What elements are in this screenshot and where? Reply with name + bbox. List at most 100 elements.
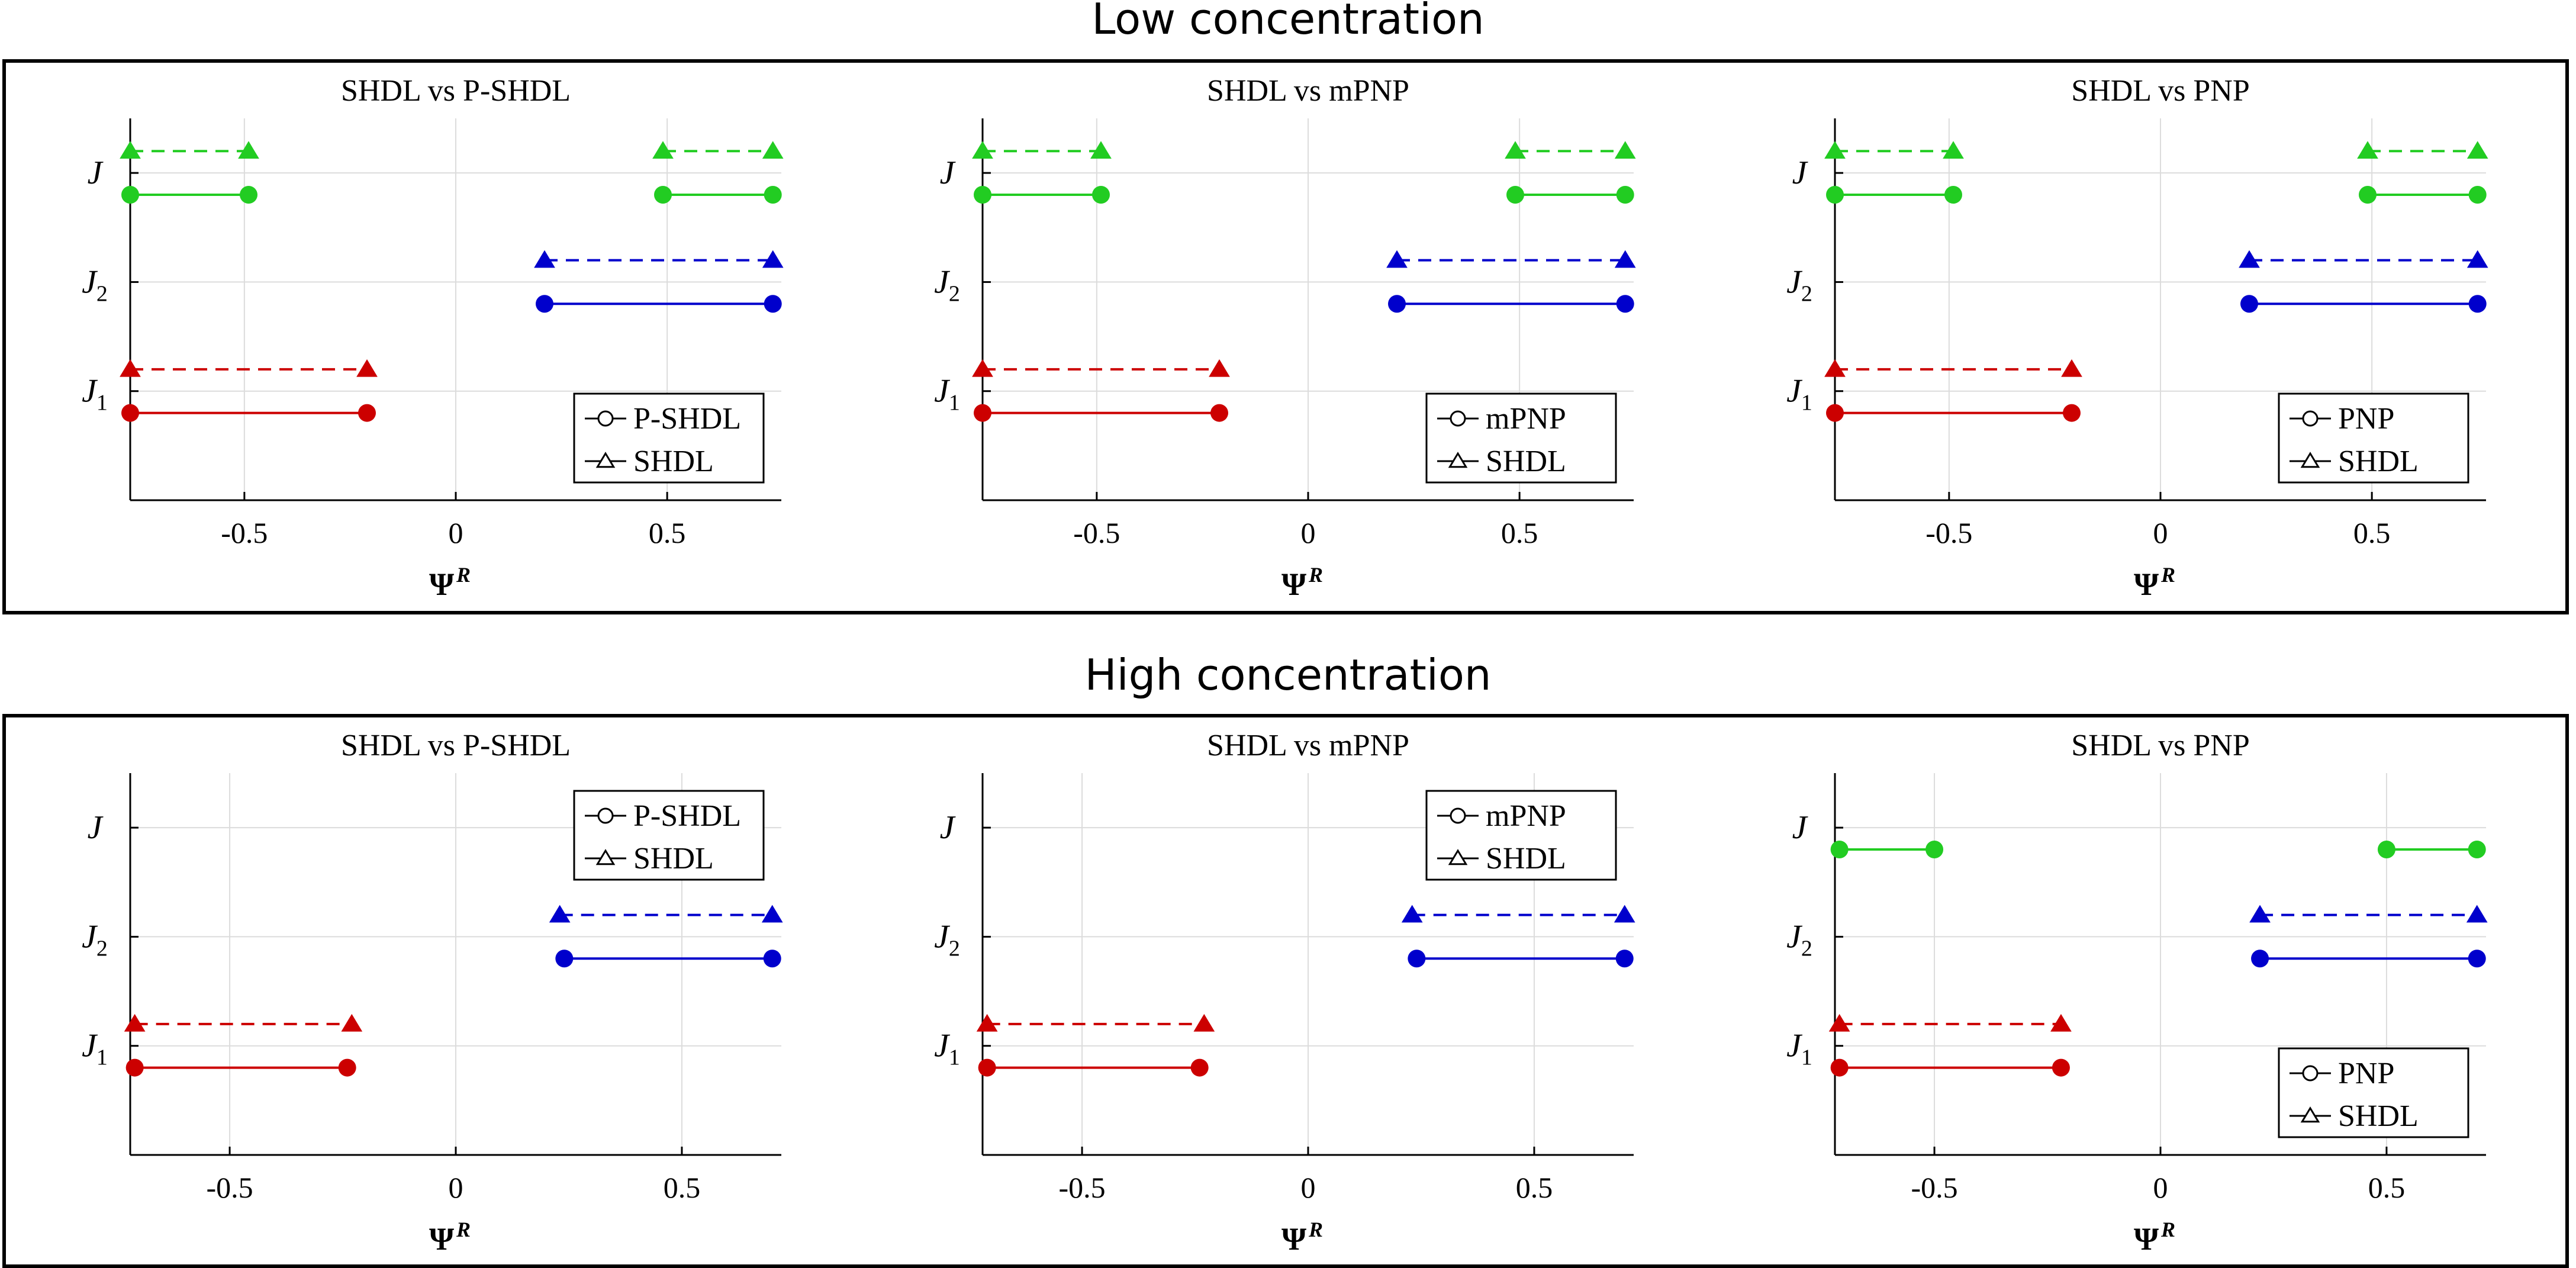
- marker-circle-J: [1506, 186, 1524, 204]
- marker-triangle-J2: [549, 905, 571, 923]
- legend: PNP SHDL: [2278, 392, 2469, 484]
- legend-label: SHDL: [1486, 842, 1566, 876]
- marker-triangle-J1: [341, 1013, 363, 1032]
- marker-circle-J1: [1830, 1058, 1849, 1077]
- y-tick-subscript: 1: [1801, 1045, 1812, 1070]
- y-tick-subscript: 1: [1801, 391, 1812, 416]
- legend-label: P-SHDL: [633, 799, 741, 833]
- marker-circle-J: [1830, 841, 1849, 858]
- marker-circle-J: [121, 186, 139, 204]
- marker-triangle-J: [652, 141, 674, 159]
- marker-triangle-J1: [1209, 359, 1230, 377]
- marker-triangle-J2: [1614, 905, 1635, 923]
- y-tick-subscript: 1: [96, 1045, 108, 1070]
- marker-circle-J2: [2240, 295, 2258, 313]
- chart-title: SHDL vs P-SHDL: [341, 729, 571, 762]
- legend-label: mPNP: [1486, 402, 1566, 436]
- legend-triangle-marker: [1448, 849, 1468, 865]
- x-tick-label: 0: [449, 516, 463, 549]
- marker-circle-J: [2468, 841, 2486, 858]
- x-tick-label: 0: [1301, 516, 1316, 549]
- y-tick-subscript: 2: [1801, 281, 1812, 306]
- chart-low-pshdl: SHDL vs P-SHDL -0.5 0 0.5 J1 J2 J Ψ R P-SHDL SHDL: [82, 74, 784, 602]
- marker-triangle-J1: [124, 1013, 146, 1032]
- marker-triangle-J2: [761, 905, 783, 923]
- y-tick-label: J2: [934, 918, 960, 961]
- marker-circle-J1: [2063, 404, 2081, 422]
- y-tick-label: J: [88, 809, 104, 846]
- marker-triangle-J: [972, 141, 993, 159]
- marker-circle-J: [764, 186, 782, 204]
- y-tick-subscript: 2: [949, 281, 960, 306]
- x-axis-label-superscript: R: [1308, 563, 1323, 587]
- marker-triangle-J2: [1401, 905, 1423, 923]
- y-tick-label: J1: [934, 1028, 960, 1070]
- x-tick-label: 0.5: [664, 1171, 701, 1204]
- marker-circle-J2: [536, 295, 553, 313]
- y-tick-label: J1: [82, 373, 108, 416]
- x-tick-label: -0.5: [221, 516, 268, 549]
- legend: mPNP SHDL: [1425, 392, 1617, 484]
- legend-circle-marker: [1450, 410, 1466, 427]
- x-tick-label: 0.5: [2368, 1171, 2406, 1204]
- y-tick-label: J2: [82, 263, 108, 306]
- legend-label: P-SHDL: [633, 402, 741, 436]
- y-tick-subscript: 2: [96, 281, 108, 306]
- marker-circle-J: [1944, 186, 1962, 204]
- marker-circle-J1: [1210, 404, 1228, 422]
- chart-title: SHDL vs PNP: [2071, 729, 2250, 762]
- marker-circle-J2: [763, 950, 781, 968]
- y-tick-label: J2: [1786, 263, 1812, 306]
- marker-triangle-J1: [1828, 1013, 1850, 1032]
- marker-triangle-J2: [1386, 250, 1408, 268]
- legend-label: SHDL: [2338, 1099, 2419, 1133]
- marker-triangle-J: [1614, 141, 1636, 159]
- marker-circle-J2: [1615, 950, 1634, 968]
- x-tick-label: 0: [1301, 1171, 1316, 1204]
- marker-triangle-J2: [1614, 250, 1636, 268]
- legend-triangle-marker: [2300, 452, 2320, 468]
- marker-circle-J1: [121, 404, 139, 422]
- marker-circle-J: [1826, 186, 1844, 204]
- marker-circle-J: [240, 186, 257, 204]
- section-box-high: [2, 714, 2569, 1268]
- marker-triangle-J: [2357, 141, 2378, 159]
- y-tick-subscript: 2: [949, 936, 960, 961]
- y-tick-label: J: [88, 155, 104, 191]
- legend: P-SHDL SHDL: [573, 790, 765, 881]
- marker-triangle-J: [762, 141, 784, 159]
- marker-triangle-J: [1505, 141, 1526, 159]
- y-tick-subscript: 1: [949, 1045, 960, 1070]
- marker-circle-J: [1616, 186, 1634, 204]
- marker-circle-J: [1925, 841, 1944, 858]
- legend-circle-marker: [2302, 1065, 2319, 1082]
- marker-circle-J1: [978, 1058, 996, 1077]
- marker-circle-J: [2359, 186, 2377, 204]
- marker-triangle-J2: [762, 250, 784, 268]
- marker-circle-J2: [1408, 950, 1426, 968]
- chart-low-pnp: SHDL vs PNP -0.5 0 0.5 J1 J2 J Ψ R PNP SHDL: [1786, 74, 2488, 602]
- legend-label: SHDL: [2338, 445, 2419, 478]
- x-tick-label: 0: [2153, 516, 2168, 549]
- legend-circle-marker: [597, 410, 614, 427]
- legend: mPNP SHDL: [1425, 790, 1617, 881]
- legend-circle-marker: [2302, 410, 2319, 427]
- marker-triangle-J2: [534, 250, 555, 268]
- section-title-low: Low concentration: [1091, 0, 1485, 44]
- chart-low-mpnp: SHDL vs mPNP -0.5 0 0.5 J1 J2 J Ψ R mPNP SHDL: [934, 74, 1636, 602]
- marker-circle-J1: [2052, 1058, 2070, 1077]
- marker-circle-J2: [1388, 295, 1406, 313]
- section-box-low: [2, 59, 2569, 614]
- marker-circle-J: [654, 186, 672, 204]
- y-tick-label: J1: [934, 373, 960, 416]
- x-tick-label: 0.5: [2353, 516, 2391, 549]
- legend-label: PNP: [2338, 1057, 2394, 1090]
- y-tick-label: J2: [934, 263, 960, 306]
- legend-label: SHDL: [1486, 445, 1566, 478]
- chart-title: SHDL vs PNP: [2071, 74, 2250, 108]
- marker-triangle-J: [1943, 141, 1964, 159]
- x-tick-label: 0.5: [649, 516, 686, 549]
